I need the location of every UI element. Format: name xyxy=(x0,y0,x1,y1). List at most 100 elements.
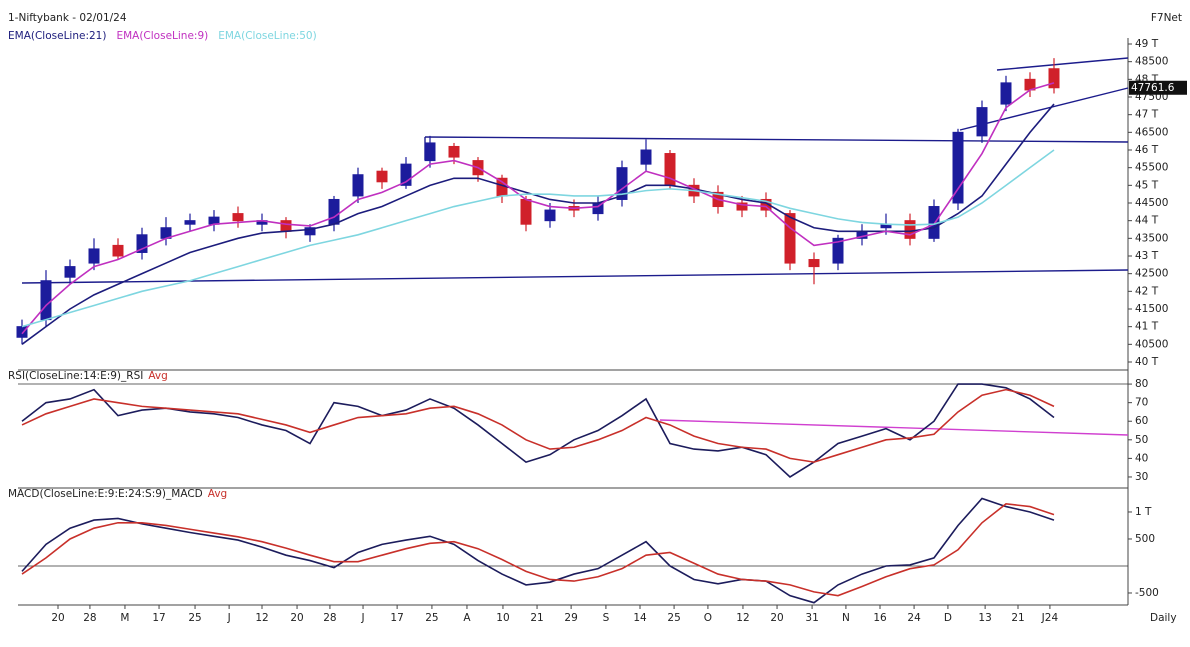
y-tick-label: 46500 xyxy=(1135,126,1168,138)
candle-body xyxy=(520,198,532,225)
x-tick-label: J24 xyxy=(1041,612,1059,624)
candle-body xyxy=(784,213,796,264)
y-tick-label: 40500 xyxy=(1135,338,1168,350)
y-tick-label: 41500 xyxy=(1135,303,1168,315)
trend-line xyxy=(21,269,1129,284)
trend-lines xyxy=(21,57,1129,284)
chart-title: 1-Niftybank - 02/01/24 xyxy=(8,12,127,24)
trend-line xyxy=(659,419,1129,436)
candle-body xyxy=(544,209,556,222)
y-tick-label: -500 xyxy=(1135,587,1159,599)
candle-body xyxy=(352,174,364,197)
candle-body xyxy=(448,145,460,158)
x-tick-label: 25 xyxy=(425,612,438,624)
y-tick-label: 30 xyxy=(1135,471,1148,483)
x-tick-label: 29 xyxy=(564,612,577,624)
x-tick-label: 28 xyxy=(323,612,336,624)
candle-body xyxy=(280,220,292,232)
x-tick-label: 31 xyxy=(805,612,818,624)
series-line xyxy=(21,497,1055,604)
x-tick-label: 20 xyxy=(770,612,783,624)
legend-entry: EMA(CloseLine:50) xyxy=(218,30,316,42)
candle-body xyxy=(376,170,388,183)
x-tick-label: 21 xyxy=(530,612,543,624)
x-tick-label: J xyxy=(227,612,231,624)
y-tick-label: 46 T xyxy=(1135,144,1159,156)
x-tick-label: 10 xyxy=(496,612,509,624)
candle-body xyxy=(184,220,196,225)
x-tick-label: N xyxy=(842,612,850,624)
candle-body xyxy=(760,198,772,211)
series-line xyxy=(21,388,1055,463)
trend-line xyxy=(996,57,1129,71)
candle-body xyxy=(808,259,820,268)
candle-body xyxy=(208,216,220,225)
candle-body xyxy=(832,237,844,264)
candle-body xyxy=(616,167,628,200)
x-tick-label: 25 xyxy=(667,612,680,624)
y-tick-label: 43500 xyxy=(1135,232,1168,244)
y-tick-label: 500 xyxy=(1135,533,1155,545)
y-tick-label: 48500 xyxy=(1135,56,1168,68)
x-tick-label: 12 xyxy=(255,612,268,624)
x-tick-label: D xyxy=(944,612,952,624)
y-tick-label: 40 xyxy=(1135,452,1148,464)
x-tick-label: J xyxy=(360,612,364,624)
y-tick-label: 60 xyxy=(1135,415,1148,427)
trend-line xyxy=(959,87,1129,131)
candle-body xyxy=(40,280,52,321)
series-line xyxy=(21,82,1055,335)
x-axis-label: Daily xyxy=(1150,612,1177,624)
x-tick-label: S xyxy=(603,612,610,624)
legend-entry: EMA(CloseLine:21) xyxy=(8,30,106,42)
x-tick-label: 28 xyxy=(83,612,96,624)
candle-body xyxy=(1048,68,1060,89)
x-tick-label: 16 xyxy=(873,612,887,624)
y-tick-label: 47 T xyxy=(1135,109,1159,121)
x-tick-label: 24 xyxy=(907,612,921,624)
y-tick-label: 44 T xyxy=(1135,215,1159,227)
y-tick-label: 80 xyxy=(1135,378,1148,390)
candle-body xyxy=(904,220,916,239)
series-line xyxy=(21,503,1055,597)
candle-body xyxy=(232,213,244,222)
y-tick-label: 49 T xyxy=(1135,38,1159,50)
x-tick-label: O xyxy=(704,612,712,624)
series-line xyxy=(21,383,1055,478)
y-tick-label: 45500 xyxy=(1135,162,1168,174)
y-tick-label: 42500 xyxy=(1135,268,1168,280)
candle-body xyxy=(640,149,652,165)
y-tick-label: 43 T xyxy=(1135,250,1159,262)
x-tick-label: 17 xyxy=(152,612,165,624)
candle-body xyxy=(16,326,28,338)
y-tick-label: 40 T xyxy=(1135,356,1159,368)
candle-body xyxy=(952,131,964,204)
y-tick-label: 41 T xyxy=(1135,321,1159,333)
candle-body xyxy=(976,107,988,137)
candle-body xyxy=(112,244,124,257)
legend-entry: RSI(CloseLine:14:E:9)_RSI xyxy=(8,370,143,382)
x-tick-label: 25 xyxy=(188,612,201,624)
legend-entry: Avg xyxy=(148,370,167,382)
y-tick-label: 45 T xyxy=(1135,179,1159,191)
legend-entry: Avg xyxy=(208,488,227,500)
candle-body xyxy=(304,227,316,236)
candle-body xyxy=(136,234,148,253)
brand: F7Net xyxy=(1151,12,1182,24)
x-tick-label: A xyxy=(463,612,471,624)
candle-body xyxy=(1000,82,1012,105)
y-tick-label: 42 T xyxy=(1135,285,1159,297)
trend-line xyxy=(424,136,1129,143)
y-tick-label: 1 T xyxy=(1135,506,1152,518)
y-tick-label: 44500 xyxy=(1135,197,1168,209)
y-tick-label: 50 xyxy=(1135,434,1148,446)
x-tick-label: 12 xyxy=(736,612,749,624)
x-tick-label: M xyxy=(120,612,129,624)
series-line xyxy=(21,149,1055,328)
x-tick-label: 20 xyxy=(290,612,303,624)
candle-body xyxy=(736,202,748,211)
candle-body xyxy=(64,266,76,278)
